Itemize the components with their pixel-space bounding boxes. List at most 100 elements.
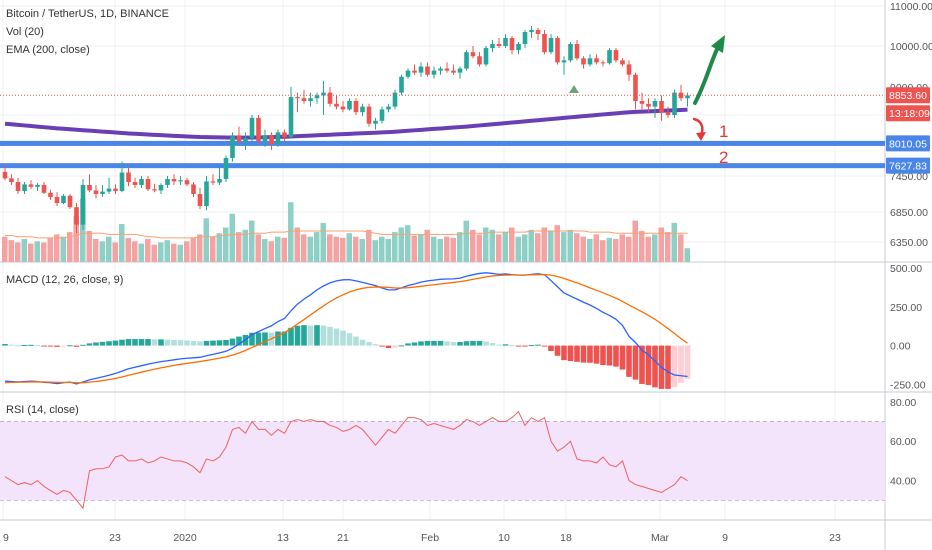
macd-histogram-bar [606, 345, 613, 366]
time-axis[interactable]: 9 23 2020 13 21 Feb 10 18 Mar 9 23 [3, 532, 841, 544]
volume-bar [483, 227, 489, 262]
volume-bar [249, 220, 255, 262]
bearish-arrow-head [696, 132, 706, 141]
volume-bar [73, 216, 79, 262]
candle [223, 155, 229, 182]
macd-histogram-bar [106, 341, 112, 346]
candle [119, 161, 125, 193]
volume-bar [411, 235, 417, 262]
candle [152, 183, 157, 193]
macd-histogram-bar [671, 345, 678, 388]
candle [41, 182, 47, 194]
volume-bar [405, 225, 411, 262]
macd-histogram-bar [619, 345, 626, 370]
volume-bar [229, 213, 235, 262]
macd-histogram-bar [665, 345, 671, 389]
candle [334, 95, 339, 110]
macd-histogram-bar [340, 330, 346, 346]
macd-histogram-bar [47, 345, 54, 347]
volume-legend: Vol (20) [6, 26, 44, 38]
volume-bar [15, 242, 21, 262]
macd-line [4, 272, 688, 385]
candle [464, 50, 469, 71]
candle [659, 95, 664, 121]
candle [171, 174, 177, 185]
macd-histogram-bar [262, 332, 268, 346]
candle [535, 28, 541, 40]
time-tick-label: 13 [277, 532, 289, 544]
candle [529, 26, 534, 38]
macd-histogram-bar [489, 343, 496, 346]
volume-bar [106, 236, 112, 262]
macd-histogram-bar [632, 345, 639, 380]
price-tags: 8853.60 8010.05 7627.83 13:18:09 [886, 87, 930, 174]
candles [2, 26, 690, 233]
macd-histogram-bar [73, 345, 80, 347]
macd-histogram-bar [567, 345, 574, 362]
candle [113, 184, 118, 194]
macd-histogram-bar [645, 345, 652, 386]
price-axis[interactable]: 11000.0010000.009000.008500.008000.00745… [890, 1, 932, 488]
volume-bar [294, 227, 300, 262]
candle [308, 92, 313, 107]
volume-bar [112, 242, 118, 262]
candle [509, 36, 515, 55]
volume-bar [223, 227, 229, 262]
candle [490, 40, 495, 53]
candle [275, 129, 281, 147]
candle [54, 192, 60, 206]
volume-bar [268, 241, 274, 262]
candle [15, 177, 21, 194]
candle [269, 132, 274, 150]
support-line [0, 163, 885, 169]
volume-bar [171, 243, 177, 262]
volume-bar [561, 232, 567, 262]
macd-histogram-bar [151, 339, 158, 346]
chart-title: Bitcoin / TetherUS, 1D, BINANCE [6, 8, 169, 20]
macd-histogram-bar [463, 341, 470, 346]
candle [321, 80, 326, 115]
candle [2, 164, 8, 181]
volume-bar [418, 234, 424, 262]
volume-bar [138, 243, 144, 262]
macd-histogram-bar [522, 345, 528, 347]
macd-histogram-bar [587, 345, 593, 363]
volume-bar [255, 234, 261, 262]
macd-histogram-bar [60, 345, 67, 347]
macd-histogram-bar [353, 336, 359, 346]
volume-bar [496, 234, 502, 262]
candle [477, 52, 482, 67]
macd-histogram-bar [652, 345, 658, 388]
candle [139, 176, 144, 188]
candle [522, 30, 528, 49]
candle [360, 103, 365, 117]
volume-bar [340, 237, 346, 262]
volume-bar [346, 233, 352, 262]
volume-bar [619, 234, 625, 262]
candle [425, 62, 430, 77]
macd-histogram-bar [249, 332, 255, 346]
candle [444, 62, 450, 73]
volume-bar [262, 239, 268, 262]
volume-bar [450, 237, 456, 262]
rsi-tick-label: 80.00 [890, 397, 916, 409]
macd-histogram-bar [177, 340, 184, 346]
macd-histogram-bar [457, 342, 463, 346]
macd-histogram-bar [112, 340, 119, 346]
candle [249, 115, 255, 142]
candle [9, 174, 14, 185]
macd-histogram-bar [80, 344, 86, 346]
volume-bar [639, 230, 645, 262]
volume-bars [2, 198, 690, 262]
candle [132, 177, 138, 188]
time-tick-label: 18 [560, 532, 572, 544]
candle [405, 68, 411, 79]
price-tick-label: 11000.00 [890, 1, 932, 13]
volume-bar [502, 232, 508, 262]
candle [48, 189, 53, 200]
macd-histogram-bar [41, 345, 47, 347]
volume-bar [125, 237, 131, 262]
macd-histogram-bar [470, 340, 476, 346]
time-tick-label: 23 [109, 532, 121, 544]
